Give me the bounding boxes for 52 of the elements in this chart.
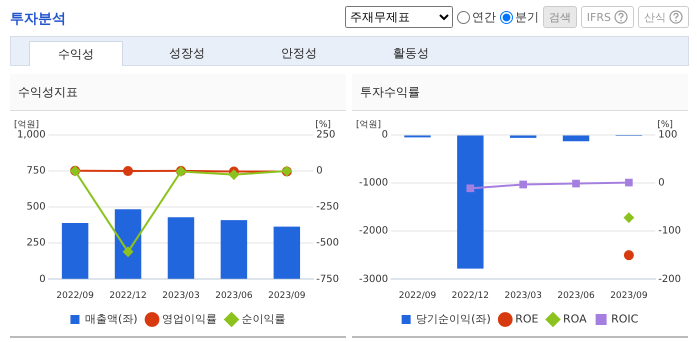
x-tick-label: 2022/09: [56, 290, 94, 301]
y2-tick-label: -200: [658, 274, 682, 285]
y2-tick-label: -750: [316, 274, 340, 285]
y-axis-title: [억원]: [356, 120, 382, 130]
legend-label: 당기순이익(좌): [416, 312, 491, 326]
chart-title: 투자수익률: [352, 74, 688, 111]
y-axis-title: [억원]: [14, 120, 40, 130]
x-tick-label: 2023/03: [504, 290, 542, 301]
y2-tick-label: -100: [658, 226, 682, 237]
y2-tick-label: -500: [316, 238, 340, 249]
y-tick-label: 0: [382, 130, 388, 141]
y-tick-label: -3000: [358, 274, 388, 285]
y2-axis-title: [%]: [315, 120, 331, 130]
legend-label: 영업이익률: [162, 312, 218, 326]
x-tick-label: 2023/06: [215, 290, 253, 301]
x-tick-label: 2023/09: [268, 290, 306, 301]
y2-axis-title: [%]: [657, 120, 673, 130]
legend-label: ROE: [515, 312, 539, 326]
text: 연간: [470, 8, 496, 26]
x-tick-label: 2022/12: [452, 290, 490, 301]
legend-label: 순이익률: [242, 312, 286, 326]
y2-tick-label: -250: [316, 202, 340, 213]
chart-title: 수익성지표: [10, 74, 346, 111]
text: IFRS: [586, 10, 611, 24]
y2-tick-label: 0: [658, 178, 665, 189]
text: 검색: [548, 10, 571, 24]
y2-tick-label: 250: [316, 130, 336, 141]
y-tick-label: 500: [26, 202, 46, 213]
y2-tick-label: 0: [316, 166, 323, 177]
y-tick-label: 1,000: [16, 130, 46, 141]
text: 주재무제표: [344, 6, 453, 28]
y2-tick-label: 100: [658, 130, 678, 141]
text: 수익성: [29, 41, 123, 66]
text: 산식: [644, 10, 666, 24]
x-tick-label: 2022/09: [398, 290, 436, 301]
y-tick-label: 250: [26, 238, 46, 249]
x-tick-label: 2023/09: [610, 290, 648, 301]
y-tick-label: 750: [26, 166, 46, 177]
x-tick-label: 2022/12: [109, 290, 147, 301]
x-tick-label: 2023/06: [557, 290, 595, 301]
legend-label: ROA: [562, 312, 588, 326]
x-tick-label: 2023/03: [162, 290, 200, 301]
legend-label: 매출액(좌): [84, 312, 138, 326]
text: 활동성: [392, 44, 430, 62]
text: 투자분석: [10, 10, 66, 28]
y-tick-label: -1000: [358, 178, 388, 189]
text: 분기: [514, 8, 539, 26]
legend-label: ROIC: [611, 312, 639, 326]
text: 안정성: [280, 44, 318, 62]
y-tick-label: 0: [39, 274, 46, 285]
y-tick-label: -2000: [358, 226, 388, 237]
text: 성장성: [168, 44, 206, 62]
